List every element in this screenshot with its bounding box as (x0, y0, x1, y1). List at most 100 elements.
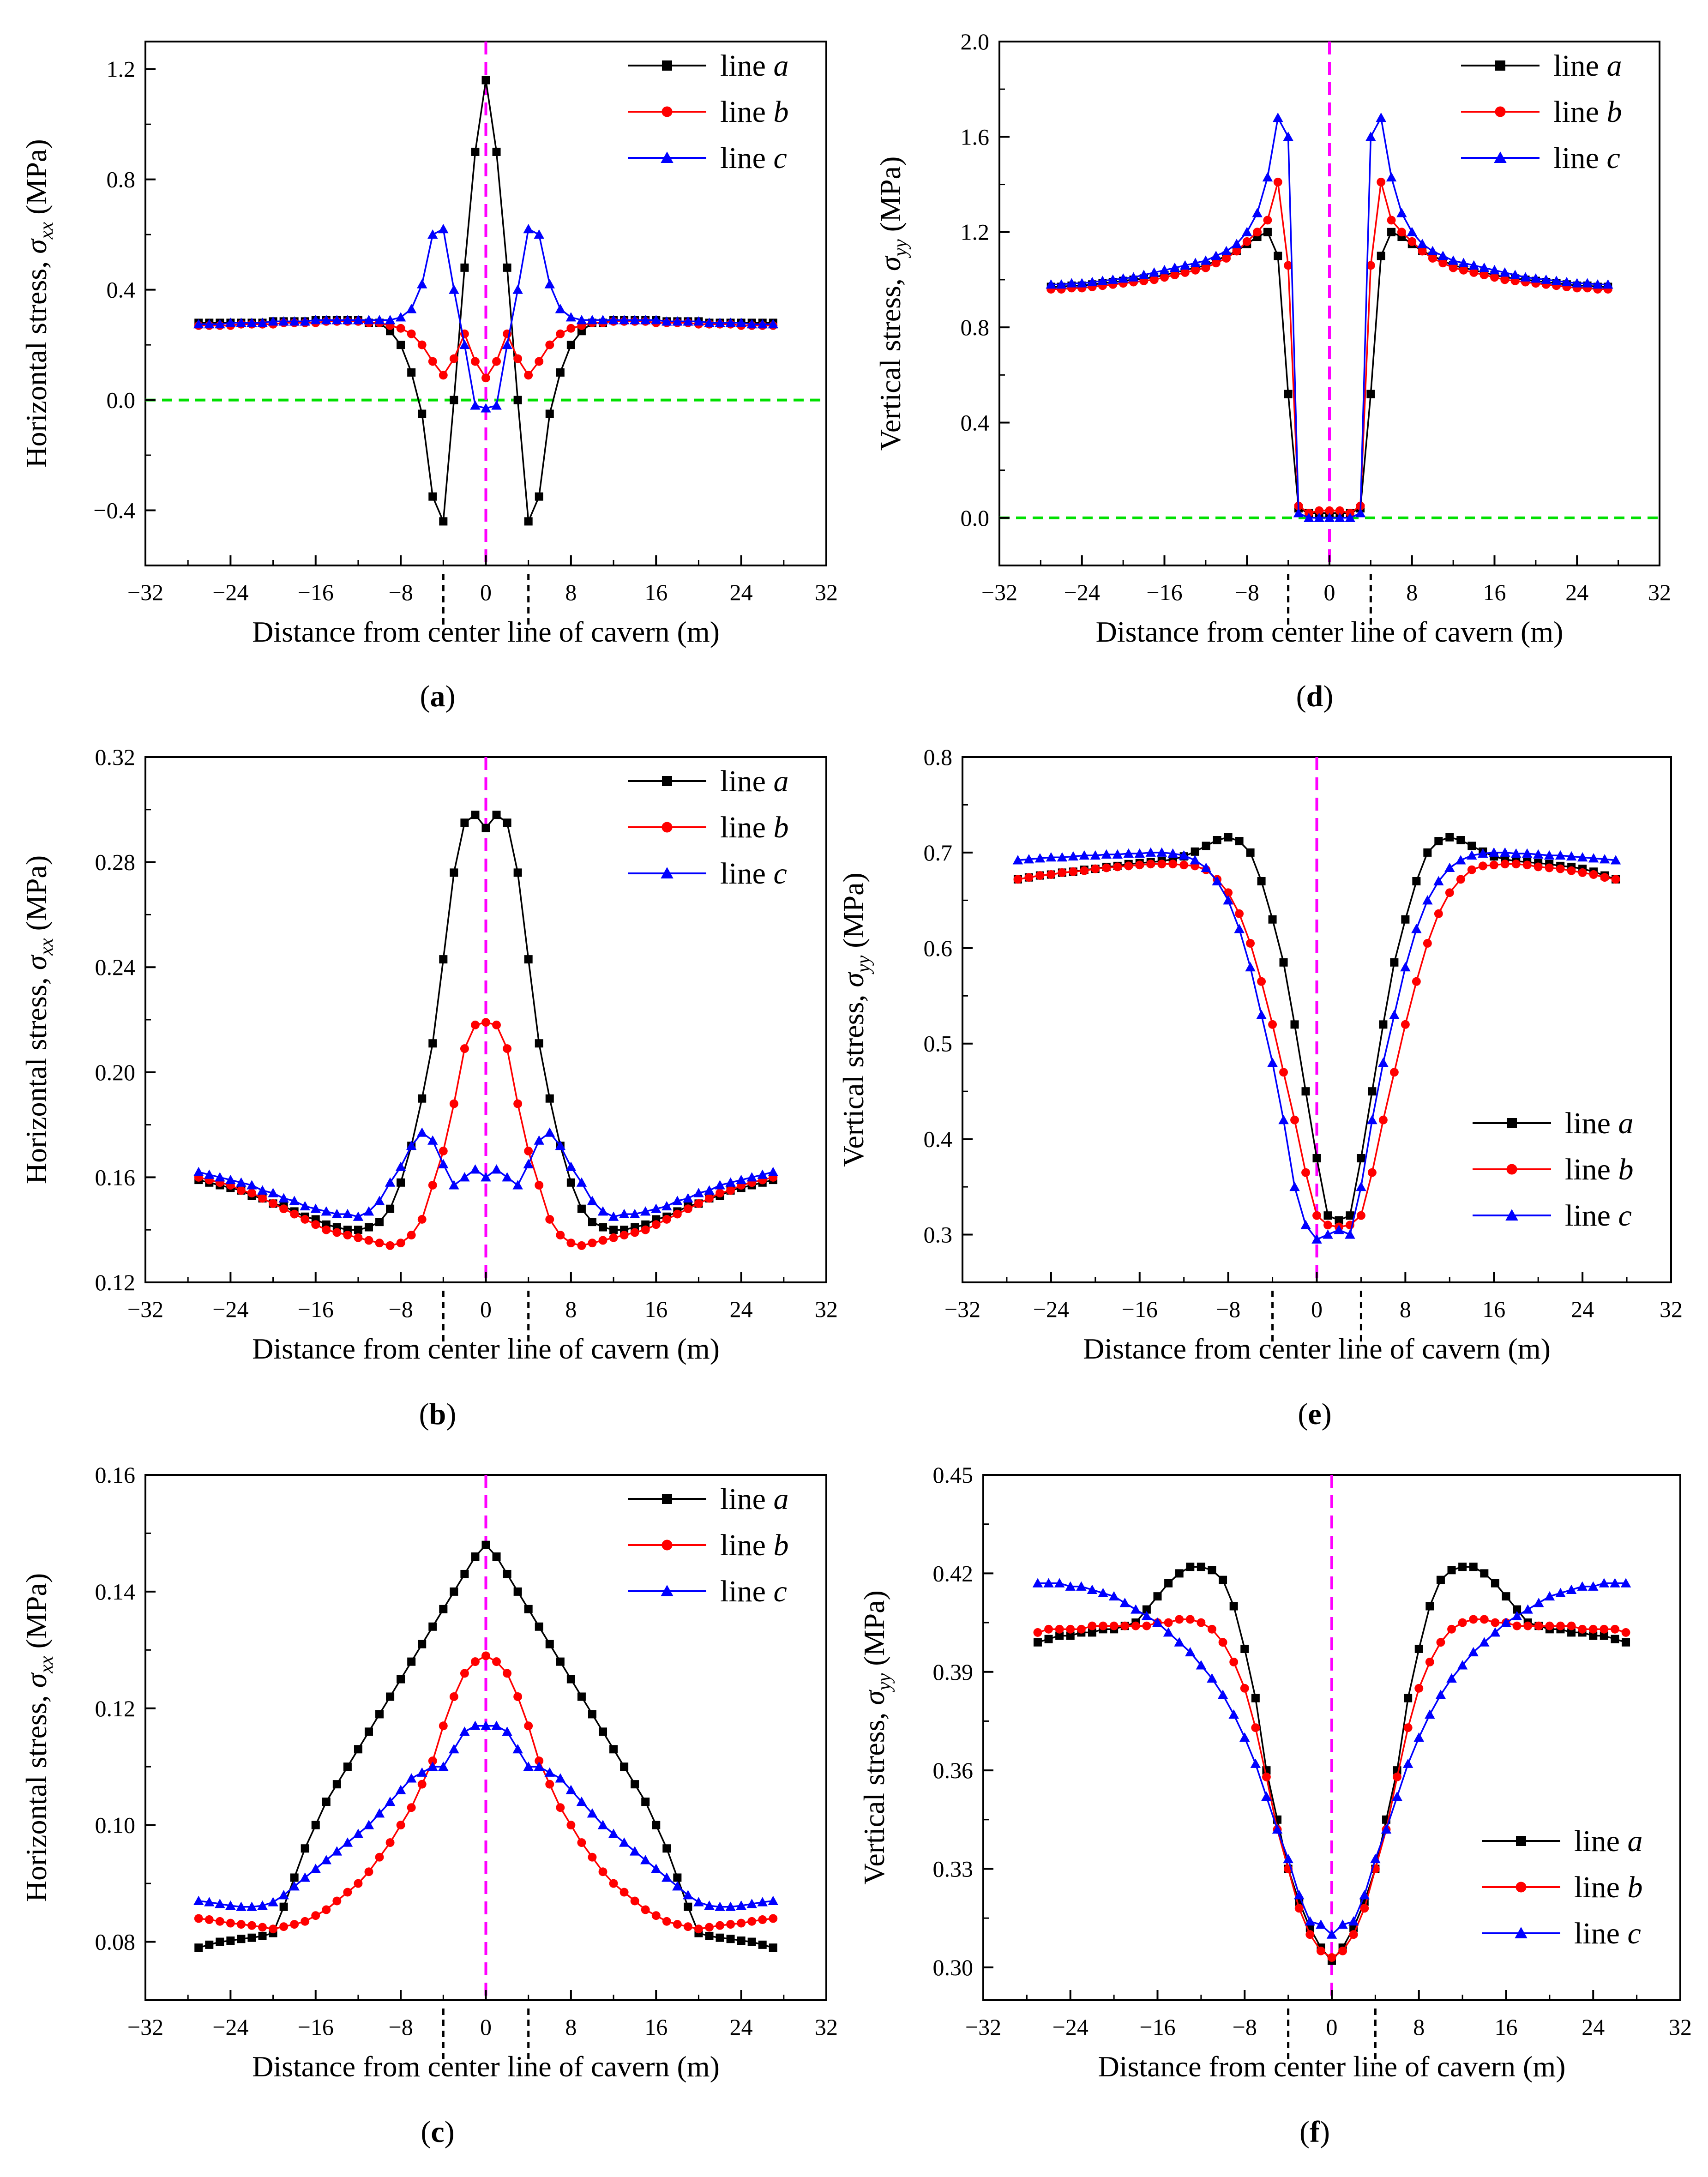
data-point (512, 284, 523, 294)
data-point (1376, 112, 1386, 122)
data-point (226, 1936, 235, 1945)
data-point (513, 1099, 523, 1108)
data-point (471, 357, 480, 366)
data-point (1224, 833, 1233, 842)
data-point (1368, 1087, 1377, 1096)
data-point (768, 1895, 779, 1906)
panel-caption: (c) (421, 2115, 454, 2149)
data-point (417, 1215, 427, 1224)
series-b (194, 1018, 778, 1250)
data-point (1387, 228, 1396, 236)
data-point (428, 357, 437, 366)
data-point (1175, 1569, 1184, 1578)
data-point (1386, 172, 1397, 182)
data-point (481, 1172, 491, 1182)
data-point (1366, 261, 1375, 270)
data-point (747, 1917, 757, 1926)
data-point (1208, 1624, 1216, 1634)
data-point (1044, 1635, 1053, 1643)
y-tick-label: 0.8 (107, 167, 136, 192)
data-point (672, 1881, 683, 1891)
data-point (651, 315, 662, 325)
data-point (757, 1169, 768, 1179)
legend-label: line c (1574, 1917, 1641, 1950)
data-point (1522, 1604, 1533, 1614)
y-tick-label: 0.14 (95, 1579, 136, 1605)
y-tick-label: 0.3 (924, 1222, 953, 1248)
data-point (1455, 855, 1466, 865)
data-point (427, 1761, 438, 1771)
data-point (1250, 1758, 1261, 1768)
data-point (1044, 1624, 1053, 1634)
data-point (1180, 268, 1190, 277)
data-point (1315, 506, 1324, 515)
y-tick-label: 0.6 (924, 935, 953, 961)
data-point (683, 1193, 693, 1203)
data-point (1437, 251, 1449, 260)
data-point (226, 1918, 235, 1928)
data-point (619, 1888, 629, 1897)
data-point (1349, 1930, 1358, 1939)
y-tick-label: 0.45 (933, 1462, 974, 1488)
data-point (1577, 1581, 1588, 1591)
chart-panel-b: −32 −24 −16 −8 0 8 16 24 32 0.12 0.16 0.20 0.24 0.28 0… (20, 744, 838, 1431)
data-point (353, 1828, 364, 1838)
data-point (1066, 1631, 1075, 1640)
data-point (1141, 1611, 1152, 1620)
data-point (385, 315, 396, 325)
y-tick-label: 0.30 (933, 1954, 974, 1980)
data-point (544, 279, 555, 289)
data-point (694, 1199, 703, 1208)
data-point (354, 1233, 363, 1242)
data-point (769, 1943, 777, 1952)
data-point (449, 1692, 458, 1701)
data-point (1456, 836, 1465, 845)
data-point (1500, 275, 1510, 284)
data-point (1131, 1604, 1141, 1614)
data-point (704, 318, 715, 327)
data-point (555, 1140, 566, 1150)
data-point (418, 1640, 427, 1648)
data-point (1068, 851, 1079, 861)
y-tick-label: 0.4 (961, 409, 990, 435)
x-tick-label: −32 (965, 2014, 1001, 2040)
data-point (726, 1935, 735, 1943)
data-point (1311, 1234, 1322, 1244)
data-point (1418, 247, 1427, 256)
data-point (629, 315, 640, 325)
data-point (1479, 1615, 1489, 1624)
data-point (631, 1780, 639, 1789)
data-point (194, 1943, 203, 1952)
data-point (629, 1209, 640, 1219)
data-point (1458, 1563, 1467, 1571)
data-point (758, 1940, 767, 1949)
data-point (1065, 1581, 1076, 1591)
data-point (278, 316, 289, 326)
data-point (321, 1206, 332, 1216)
data-point (1066, 278, 1077, 288)
data-point (1191, 847, 1199, 856)
data-point (651, 1220, 661, 1229)
data-point (1316, 1919, 1326, 1929)
legend-label: line b (1565, 1153, 1633, 1186)
data-point (268, 1897, 278, 1906)
chart-panel-a: −32 −24 −16 −8 0 8 16 24 32 −0.4 0.0 0.4 0.8 1.2 Dista… (20, 41, 838, 713)
chart-panel-e: −32 −24 −16 −8 0 8 16 24 32 0.3 0.4 0.5 0.6 0.7 0.8 Dis… (837, 744, 1683, 1431)
data-point (1222, 254, 1231, 263)
data-point (1234, 924, 1245, 933)
x-tick-label: 8 (565, 2014, 577, 2040)
data-point (364, 1223, 373, 1232)
data-point (386, 1204, 395, 1213)
data-point (1066, 1624, 1075, 1634)
data-point (1211, 259, 1221, 268)
data-point (746, 1899, 757, 1908)
data-point (535, 492, 543, 501)
data-point (1345, 1229, 1355, 1239)
y-tick-label: 0.28 (95, 849, 136, 875)
data-point (1087, 1584, 1098, 1594)
data-point (566, 1821, 576, 1830)
data-point (375, 1218, 384, 1227)
x-tick-label: 16 (1495, 2014, 1518, 2040)
data-point (1323, 1229, 1333, 1239)
data-point (193, 1895, 204, 1906)
